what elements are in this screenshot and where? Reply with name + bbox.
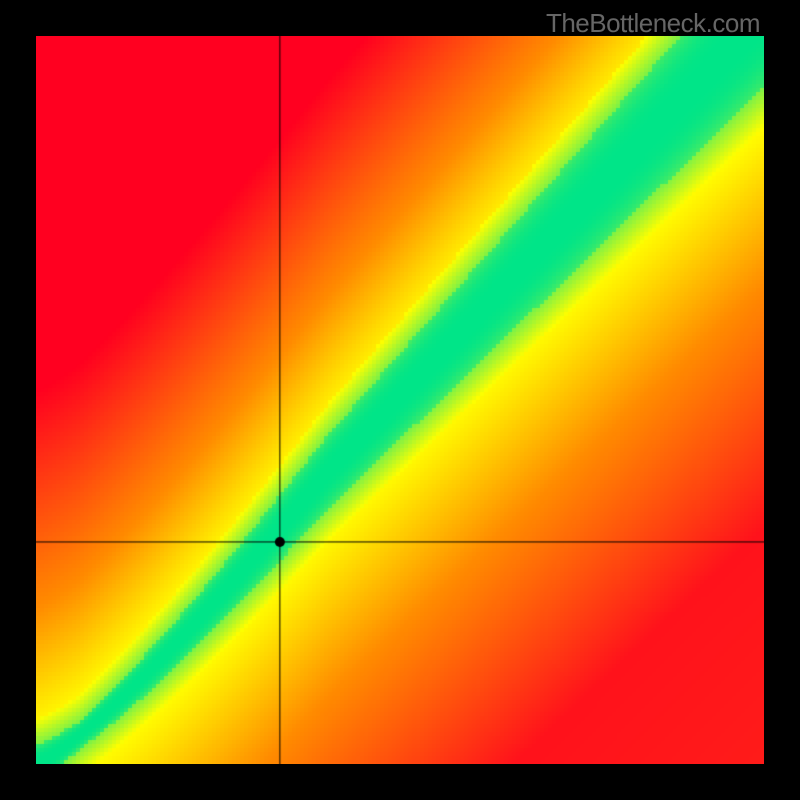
- watermark-text: TheBottleneck.com: [546, 8, 760, 39]
- chart-container: TheBottleneck.com: [0, 0, 800, 800]
- heatmap-plot: [36, 36, 764, 764]
- heatmap-canvas: [36, 36, 764, 764]
